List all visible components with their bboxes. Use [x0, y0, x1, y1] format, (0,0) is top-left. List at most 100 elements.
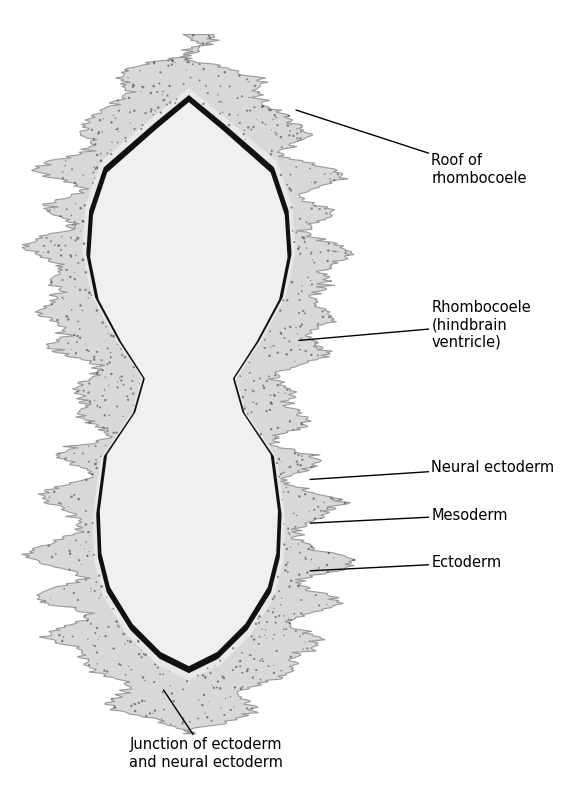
Point — [199, 37, 208, 50]
Point — [207, 679, 217, 692]
Point — [340, 497, 350, 510]
Point — [75, 283, 85, 296]
Point — [198, 698, 207, 711]
Point — [81, 518, 90, 531]
Point — [85, 416, 95, 429]
Point — [81, 505, 91, 518]
Point — [263, 604, 273, 617]
Point — [199, 669, 208, 682]
Point — [78, 304, 87, 317]
Point — [306, 274, 315, 287]
Point — [203, 711, 212, 724]
Point — [258, 622, 267, 635]
Point — [70, 216, 79, 229]
Point — [287, 201, 296, 214]
Point — [86, 582, 95, 595]
Point — [243, 662, 252, 675]
Point — [159, 94, 169, 106]
Point — [204, 695, 213, 708]
Point — [91, 454, 100, 466]
Point — [138, 671, 148, 684]
Point — [297, 607, 306, 620]
Point — [333, 246, 342, 258]
Point — [152, 86, 162, 98]
Point — [296, 247, 305, 260]
Point — [88, 638, 98, 651]
Point — [259, 382, 269, 394]
Point — [100, 664, 109, 677]
Point — [98, 126, 107, 138]
Point — [61, 452, 71, 465]
Point — [156, 66, 165, 78]
Point — [63, 310, 72, 323]
Point — [199, 98, 208, 110]
Point — [167, 58, 176, 71]
Point — [73, 232, 82, 245]
Point — [218, 670, 227, 683]
Point — [201, 79, 211, 92]
Point — [89, 166, 98, 178]
Point — [44, 246, 53, 258]
Point — [249, 121, 258, 134]
Point — [291, 161, 301, 174]
Point — [295, 546, 304, 559]
Point — [70, 221, 79, 234]
Point — [286, 614, 296, 626]
Point — [117, 349, 127, 362]
Point — [307, 202, 317, 215]
Point — [158, 668, 168, 681]
Point — [71, 347, 81, 360]
Point — [82, 550, 92, 562]
Point — [126, 117, 135, 130]
Point — [298, 454, 307, 466]
Point — [57, 498, 66, 510]
Point — [256, 428, 266, 441]
Point — [285, 129, 294, 142]
Point — [258, 116, 267, 129]
Point — [150, 55, 159, 68]
Point — [267, 145, 276, 158]
Point — [199, 62, 208, 75]
Point — [182, 674, 192, 687]
Point — [172, 93, 181, 106]
Point — [130, 122, 139, 135]
Point — [158, 88, 167, 101]
Point — [233, 92, 242, 105]
Point — [92, 462, 102, 474]
Point — [156, 106, 165, 119]
Point — [314, 349, 323, 362]
Point — [307, 349, 316, 362]
Point — [145, 707, 155, 720]
Point — [185, 715, 194, 728]
Point — [46, 235, 55, 248]
Point — [281, 623, 291, 636]
Point — [293, 327, 302, 340]
Point — [81, 283, 91, 296]
Point — [104, 621, 113, 634]
Point — [130, 104, 139, 117]
Point — [220, 709, 229, 722]
Point — [186, 71, 195, 84]
Point — [73, 594, 82, 606]
Point — [93, 634, 103, 646]
Point — [91, 172, 100, 185]
Point — [259, 100, 268, 113]
Point — [210, 659, 220, 672]
Point — [96, 450, 106, 462]
Point — [301, 550, 310, 563]
Point — [93, 401, 102, 414]
Point — [271, 616, 280, 629]
Point — [289, 507, 298, 520]
Point — [82, 474, 91, 486]
Point — [328, 245, 338, 258]
Point — [119, 627, 128, 640]
Point — [69, 586, 78, 599]
Point — [91, 162, 100, 175]
Point — [286, 650, 296, 663]
Point — [134, 696, 144, 709]
Point — [258, 101, 267, 114]
Point — [124, 660, 134, 673]
Point — [58, 172, 68, 185]
Point — [141, 107, 150, 120]
Point — [238, 680, 247, 693]
